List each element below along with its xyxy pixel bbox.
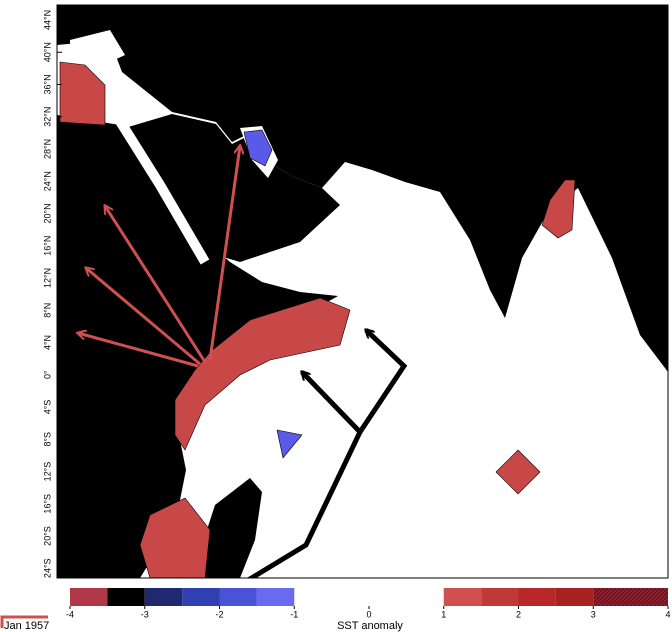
colorbar-tick-label: 0 (366, 609, 371, 619)
date-label: Jan 1957 (4, 620, 49, 632)
lat-label: 36°N (42, 74, 52, 94)
colorbar-swatch (107, 588, 145, 606)
colorbar: -4 -3 -2 -1 0 1 2 3 4 (66, 588, 671, 619)
lat-label: 8°S (42, 432, 52, 447)
date-marker (0, 615, 48, 628)
lat-label: 4°S (42, 400, 52, 415)
colorbar-swatch (70, 588, 108, 606)
arrow (86, 268, 201, 366)
colorbar-swatch (518, 588, 556, 606)
colorbar-swatch (144, 588, 183, 606)
land-asia (57, 5, 668, 372)
arrow (78, 333, 199, 368)
colorbar-swatch (593, 588, 668, 606)
warm-patch (495, 449, 541, 495)
lat-label: 44°N (42, 10, 52, 30)
lat-label: 0° (42, 370, 52, 379)
lat-label: 12°S (42, 462, 52, 482)
warm-patch (139, 497, 211, 578)
colorbar-swatch (443, 588, 482, 606)
colorbar-tick-label: 3 (591, 609, 596, 619)
red-sea (113, 115, 210, 265)
anomaly-patches (59, 61, 576, 578)
lat-label: 24°N (42, 171, 52, 191)
lat-label: 28°N (42, 139, 52, 159)
black-arrows (246, 330, 408, 578)
lat-label: 24°S (42, 558, 52, 578)
arrow (208, 146, 240, 361)
colorbar-swatch (256, 588, 295, 606)
arrow (105, 206, 207, 363)
lat-label: 4°N (42, 335, 52, 350)
colorbar-tick-label: -2 (215, 609, 223, 619)
colorbar-swatch (481, 588, 519, 606)
lat-label: 16°N (42, 236, 52, 256)
lat-label: 20°N (42, 203, 52, 223)
colorbar-tick-label: 2 (516, 609, 521, 619)
land-africa (57, 115, 338, 578)
mediterranean (70, 30, 125, 62)
colorbar-tick-label: 4 (665, 609, 670, 619)
colorbar-tick-label: -1 (290, 609, 298, 619)
lat-label: 12°N (42, 268, 52, 288)
lat-label: 16°S (42, 494, 52, 514)
cool-patch (276, 429, 303, 459)
cool-patch (243, 129, 273, 167)
arrow (357, 330, 408, 434)
warm-patch (174, 297, 351, 451)
colorbar-tick-label: -4 (66, 609, 74, 619)
warm-patch (541, 179, 576, 239)
colorbar-swatch (555, 588, 594, 606)
land-madagascar (202, 478, 262, 578)
lat-label: 8°N (42, 303, 52, 318)
red-arrows (78, 146, 240, 368)
map-frame (56, 4, 669, 579)
land-arabia (125, 114, 340, 262)
arrow (246, 372, 364, 578)
colorbar-tick-label: -3 (141, 609, 149, 619)
lat-label: 20°S (42, 526, 52, 546)
colorbar-tick-label: 1 (441, 609, 446, 619)
colorbar-swatch (182, 588, 220, 606)
lat-label: 32°N (42, 107, 52, 127)
latitude-labels: 44°N 40°N 36°N 32°N 28°N 24°N 20°N 16°N 12°N 8°N 4… (42, 10, 62, 578)
colorbar-swatch (219, 588, 257, 606)
colorbar-label: SST anomaly (337, 620, 403, 632)
map-area (57, 5, 668, 578)
warm-patch (59, 61, 106, 126)
lat-label: 40°N (42, 42, 52, 62)
